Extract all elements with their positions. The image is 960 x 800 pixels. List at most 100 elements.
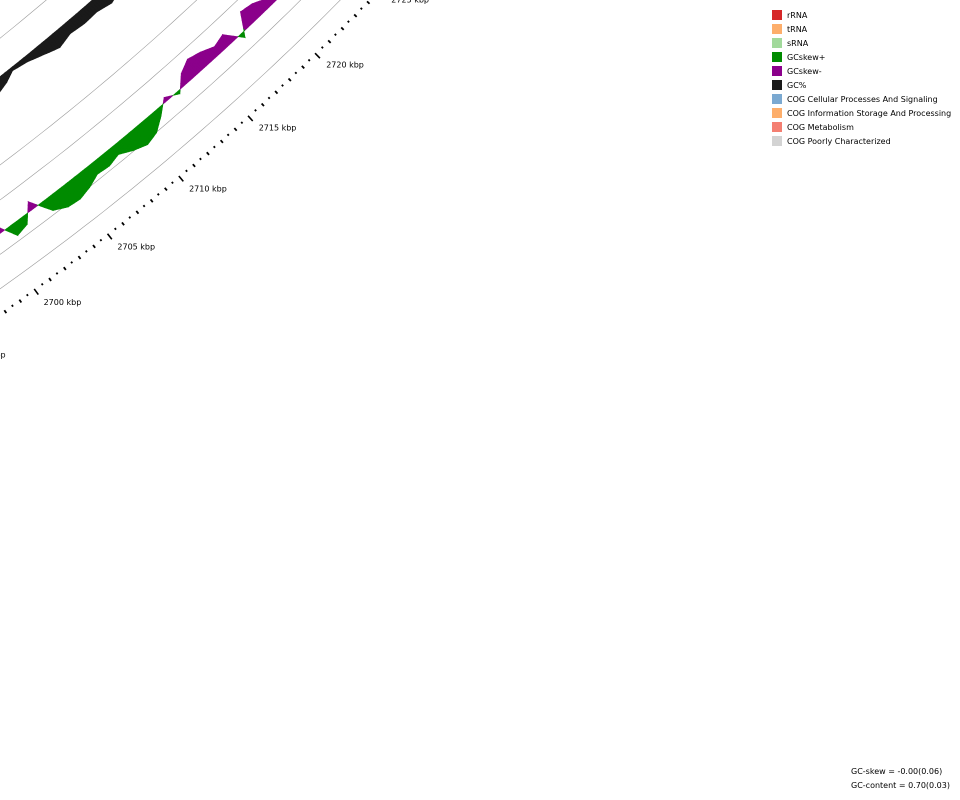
scale-tick: [128, 216, 132, 219]
scale-tick: [334, 33, 337, 36]
legend-label: COG Poorly Characterized: [787, 136, 891, 146]
scale-tick: [121, 221, 125, 226]
scale-tick: [48, 277, 52, 282]
scale-tick: [171, 181, 174, 185]
scale-tick: [260, 102, 265, 107]
legend-item: rRNA: [772, 8, 951, 22]
scale-tick: [294, 71, 298, 75]
scale-tick: [164, 187, 168, 192]
scale-tick: [247, 115, 254, 122]
tick-label: 2700 kbp: [44, 298, 82, 307]
gc-skew-bar: [264, 0, 273, 7]
legend-swatch: [772, 80, 782, 90]
legend-item: COG Information Storage And Processing: [772, 106, 951, 120]
legend-label: tRNA: [787, 24, 808, 34]
legend-swatch: [772, 94, 782, 104]
tick-label: 2705 kbp: [117, 242, 155, 251]
scale-tick: [92, 244, 96, 249]
scale-tick: [226, 133, 230, 137]
scale-tick: [3, 309, 8, 314]
scale-tick: [70, 261, 74, 264]
scale-tick: [85, 250, 88, 253]
scale-tick: [281, 84, 284, 87]
scale-ticks: [3, 0, 371, 314]
legend-label: rRNA: [787, 10, 808, 20]
scale-tick: [55, 272, 59, 275]
gc-content-bar: [0, 87, 2, 93]
legend-swatch: [772, 66, 782, 76]
scale-tick: [327, 39, 332, 44]
tick-label: 2710 kbp: [189, 184, 227, 193]
ring-line: [0, 0, 341, 135]
scale-tick: [26, 293, 29, 297]
legend-item: GCskew+: [772, 50, 951, 64]
ring-line: [0, 0, 239, 201]
scale-tick: [287, 77, 292, 82]
gc-skew-bar: [0, 227, 4, 234]
scale-tick: [267, 96, 271, 100]
legend-label: GC%: [787, 80, 807, 90]
gc-content: [0, 0, 115, 93]
ring-line: [0, 0, 381, 177]
scale-tick: [135, 210, 140, 215]
legend-swatch: [772, 38, 782, 48]
tick-label: 2720 kbp: [326, 61, 364, 70]
legend-swatch: [772, 122, 782, 132]
tick-label: 2725 kbp: [391, 0, 429, 4]
legend-label: GCskew+: [787, 52, 826, 62]
scale-tick: [274, 90, 279, 95]
scale-tick: [240, 121, 244, 125]
ring-line: [0, 0, 198, 166]
legend-swatch: [772, 24, 782, 34]
scale-tick: [18, 299, 23, 304]
gc-skew-stat: GC-skew = -0.00(0.06): [851, 767, 943, 776]
legend-item: GC%: [772, 78, 951, 92]
scale-tick: [33, 288, 39, 296]
ring-line: [0, 0, 302, 255]
gc-skew: [0, 0, 277, 237]
scale-tick: [178, 175, 184, 182]
scale-tick: [199, 157, 202, 161]
scale-tick: [320, 46, 324, 49]
gc-skew-bar: [4, 228, 10, 233]
ring-line: [0, 0, 341, 290]
scale-tick: [353, 13, 358, 18]
legend-label: COG Cellular Processes And Signaling: [787, 94, 938, 104]
scale-tick: [185, 169, 188, 173]
scale-tick: [77, 255, 82, 260]
scale-tick: [149, 198, 154, 203]
scale-tick: [192, 163, 196, 168]
track-rings: [0, 0, 381, 290]
scale-tick: [366, 0, 371, 5]
legend-item: COG Cellular Processes And Signaling: [772, 92, 951, 106]
scale-tick: [114, 227, 117, 231]
legend-item: GCskew-: [772, 64, 951, 78]
scale-tick: [307, 58, 311, 62]
scale-tick: [40, 282, 44, 286]
scale-tick: [233, 127, 238, 132]
gc-skew-bar: [271, 0, 277, 3]
scale-tick: [206, 151, 210, 156]
scale-tick: [359, 7, 363, 10]
legend-swatch: [772, 136, 782, 146]
scale-tick: [301, 65, 305, 70]
legend-label: sRNA: [787, 38, 809, 48]
legend: rRNA tRNA sRNA GCskew+ GCskew- GC% COG Cellula…: [772, 8, 951, 148]
legend-item: COG Metabolism: [772, 120, 951, 134]
scale-tick: [11, 304, 14, 308]
gc-skew-bar: [268, 0, 275, 5]
legend-swatch: [772, 52, 782, 62]
legend-label: GCskew-: [787, 66, 822, 76]
scale-tick: [63, 266, 67, 271]
scale-tick: [99, 238, 103, 242]
legend-label: COG Metabolism: [787, 122, 854, 132]
tick-label: 2695 kbp: [0, 351, 6, 360]
legend-swatch: [772, 10, 782, 20]
scale-tick: [156, 193, 160, 196]
gc-content-stat: GC-content = 0.70(0.03): [851, 781, 950, 790]
legend-label: COG Information Storage And Processing: [787, 108, 952, 118]
scale-tick: [314, 52, 321, 59]
legend-item: COG Poorly Characterized: [772, 134, 951, 148]
